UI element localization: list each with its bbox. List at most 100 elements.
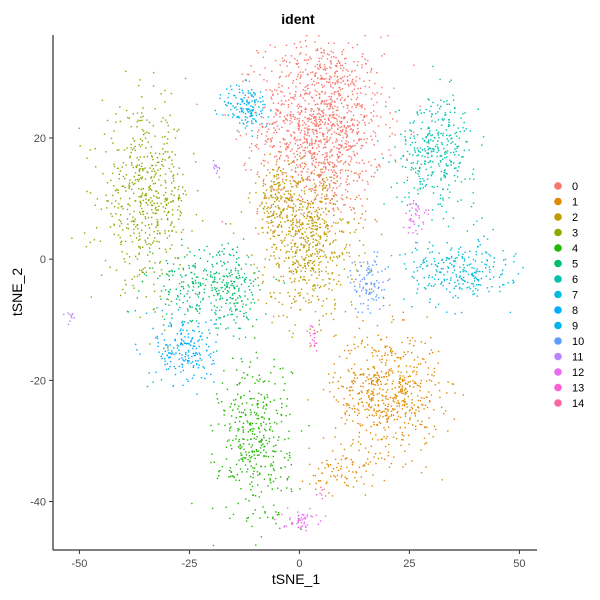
data-point [339,376,342,379]
data-point [391,388,393,390]
data-point [373,383,375,386]
data-point [474,260,477,262]
data-point [370,393,372,395]
data-point [291,223,294,225]
data-point [318,323,320,326]
data-point [276,170,278,172]
data-point [269,145,271,147]
data-point [314,142,316,145]
data-point [199,354,201,356]
data-point [292,207,294,209]
data-point [232,116,234,118]
data-point [228,92,230,95]
data-point [458,137,460,139]
data-point [346,344,349,347]
data-point [248,103,250,105]
data-point [297,125,300,127]
data-point [347,175,349,177]
data-point [410,392,413,395]
data-point [258,392,260,395]
data-point [428,301,431,304]
data-point [301,232,303,235]
data-point [338,155,341,158]
data-point [290,281,293,284]
data-point [348,85,350,87]
data-point [263,405,265,407]
data-point [241,300,243,302]
data-point [148,224,150,226]
data-point [206,260,209,262]
data-point [239,122,241,124]
data-point [235,435,238,437]
data-point [170,353,173,355]
data-point [261,203,263,205]
data-point [413,64,415,66]
data-point [230,313,232,316]
data-point [140,196,142,198]
data-point [182,286,184,288]
data-point [278,128,280,130]
data-point [258,496,260,498]
data-point [416,266,418,269]
points-layer [63,34,524,547]
data-point [182,323,184,325]
data-point [347,96,349,98]
data-point [336,200,338,202]
data-point [299,138,302,141]
data-point [324,181,326,183]
data-point [249,429,251,431]
data-point [264,195,266,197]
data-point [325,266,327,268]
data-point [167,290,170,293]
data-point [262,506,264,508]
data-point [299,95,302,97]
data-point [396,405,398,407]
data-point [453,287,455,290]
data-point [242,100,244,102]
data-point [312,128,314,131]
data-point [169,344,171,346]
data-point [513,261,515,263]
data-point [257,100,259,103]
data-point [178,196,180,198]
data-point [110,179,112,182]
data-point [203,291,206,294]
data-point [174,257,177,259]
data-point [212,256,214,258]
data-point [401,400,403,402]
data-point [369,378,371,380]
data-point [319,480,322,482]
data-point [314,221,316,223]
data-point [440,105,442,108]
data-point [250,413,252,416]
data-point [212,544,215,547]
data-point [419,188,422,190]
data-point [125,164,127,166]
data-point [263,428,266,431]
data-point [330,84,332,86]
data-point [390,349,392,351]
data-point [322,245,324,248]
data-point [384,404,387,406]
data-point [344,458,346,460]
data-point [237,290,240,292]
data-point [406,371,408,373]
data-point [113,165,116,168]
data-point [236,316,238,318]
data-point [163,210,166,213]
data-point [254,457,256,460]
data-point [351,304,353,306]
data-point [291,251,294,253]
data-point [305,256,307,259]
data-point [379,165,381,168]
data-point [121,251,123,253]
data-point [187,322,189,324]
data-point [457,145,460,148]
data-point [332,111,334,113]
data-point [152,168,155,170]
data-point [169,352,171,354]
data-point [190,340,192,342]
data-point [372,130,375,133]
data-point [446,103,448,105]
data-point [179,197,181,199]
